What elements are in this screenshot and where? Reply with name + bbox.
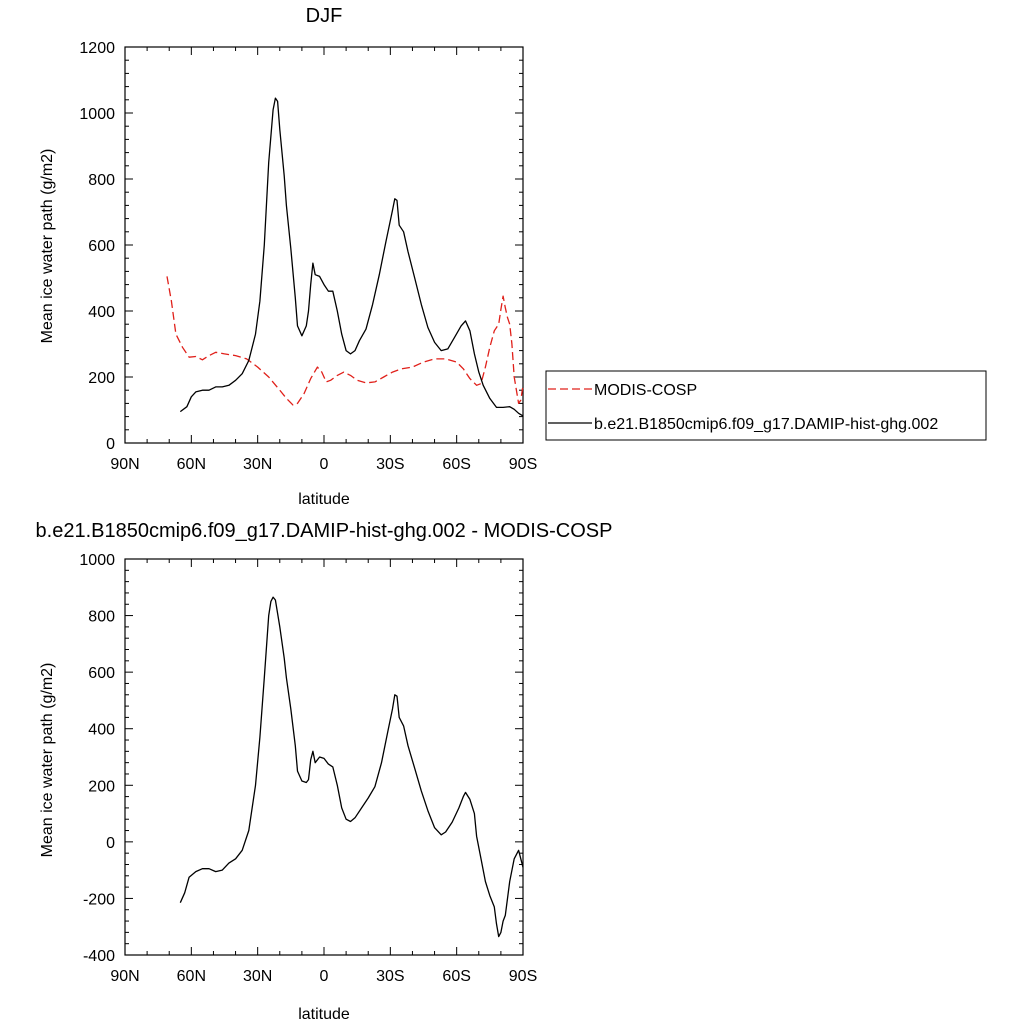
bottom-y-tick-label: -400 bbox=[83, 948, 115, 965]
bottom-y-tick-label: 1000 bbox=[79, 552, 115, 569]
top-plot-area: 0 200 400 600 800 1000 1200 90N 60N 30N 0 30S 60S 90S bbox=[79, 40, 537, 473]
bottom-plot-area: -400 -200 0 200 400 600 800 1000 90N 60N 30N 0 30S 60… bbox=[79, 552, 537, 985]
top-series-line-1 bbox=[179, 97, 524, 417]
bottom-y-tick-label: 200 bbox=[88, 778, 115, 795]
top-y-tick-label: 0 bbox=[106, 436, 115, 453]
bottom-x-tick-label: 90N bbox=[110, 968, 139, 985]
bottom-x-tick-label: 0 bbox=[320, 968, 329, 985]
bottom-x-tick-label: 60S bbox=[442, 968, 470, 985]
bottom-y-tick-label: 800 bbox=[88, 609, 115, 626]
bottom-plot-frame bbox=[124, 558, 524, 956]
bottom-chart-title: b.e21.B1850cmip6.f09_g17.DAMIP-hist-ghg.… bbox=[36, 520, 613, 542]
top-y-axis-title: Mean ice water path (g/m2) bbox=[39, 149, 56, 344]
top-x-tick-label: 60N bbox=[177, 456, 206, 473]
top-y-tick-label: 800 bbox=[88, 172, 115, 189]
bottom-x-tick-label: 90S bbox=[509, 968, 537, 985]
legend-label-model: b.e21.B1850cmip6.f09_g17.DAMIP-hist-ghg.… bbox=[594, 416, 938, 433]
top-y-tick-label: 1000 bbox=[79, 106, 115, 123]
top-series-line-0 bbox=[166, 276, 524, 406]
top-x-tick-label: 60S bbox=[442, 456, 470, 473]
top-panel: DJF 0 200 400 600 800 1000 1200 90N 60N 30N 0 30S 60… bbox=[39, 5, 537, 508]
top-y-tick-label: 1200 bbox=[79, 40, 115, 57]
bottom-panel: b.e21.B1850cmip6.f09_g17.DAMIP-hist-ghg.… bbox=[36, 520, 613, 1023]
top-y-tick-label: 400 bbox=[88, 304, 115, 321]
bottom-y-tick-label: -200 bbox=[83, 891, 115, 908]
legend-label-modis: MODIS-COSP bbox=[594, 382, 697, 399]
bottom-x-tick-label: 60N bbox=[177, 968, 206, 985]
bottom-x-tick-label: 30N bbox=[243, 968, 272, 985]
top-x-axis-title: latitude bbox=[298, 491, 350, 508]
bottom-x-axis-title: latitude bbox=[298, 1006, 350, 1023]
bottom-y-tick-label: 600 bbox=[88, 665, 115, 682]
top-x-tick-label: 0 bbox=[320, 456, 329, 473]
top-x-tick-label: 90S bbox=[509, 456, 537, 473]
top-chart-title: DJF bbox=[306, 5, 343, 27]
bottom-y-tick-label: 400 bbox=[88, 722, 115, 739]
bottom-series-line-0 bbox=[179, 596, 524, 938]
legend: MODIS-COSP b.e21.B1850cmip6.f09_g17.DAMI… bbox=[545, 370, 987, 441]
top-x-tick-label: 90N bbox=[110, 456, 139, 473]
bottom-x-tick-label: 30S bbox=[376, 968, 404, 985]
top-y-tick-label: 600 bbox=[88, 238, 115, 255]
top-x-tick-label: 30S bbox=[376, 456, 404, 473]
bottom-y-axis-title: Mean ice water path (g/m2) bbox=[39, 663, 56, 858]
top-x-tick-label: 30N bbox=[243, 456, 272, 473]
top-plot-frame bbox=[124, 46, 524, 444]
bottom-y-tick-label: 0 bbox=[106, 835, 115, 852]
top-y-tick-label: 200 bbox=[88, 370, 115, 387]
legend-box bbox=[545, 370, 987, 441]
